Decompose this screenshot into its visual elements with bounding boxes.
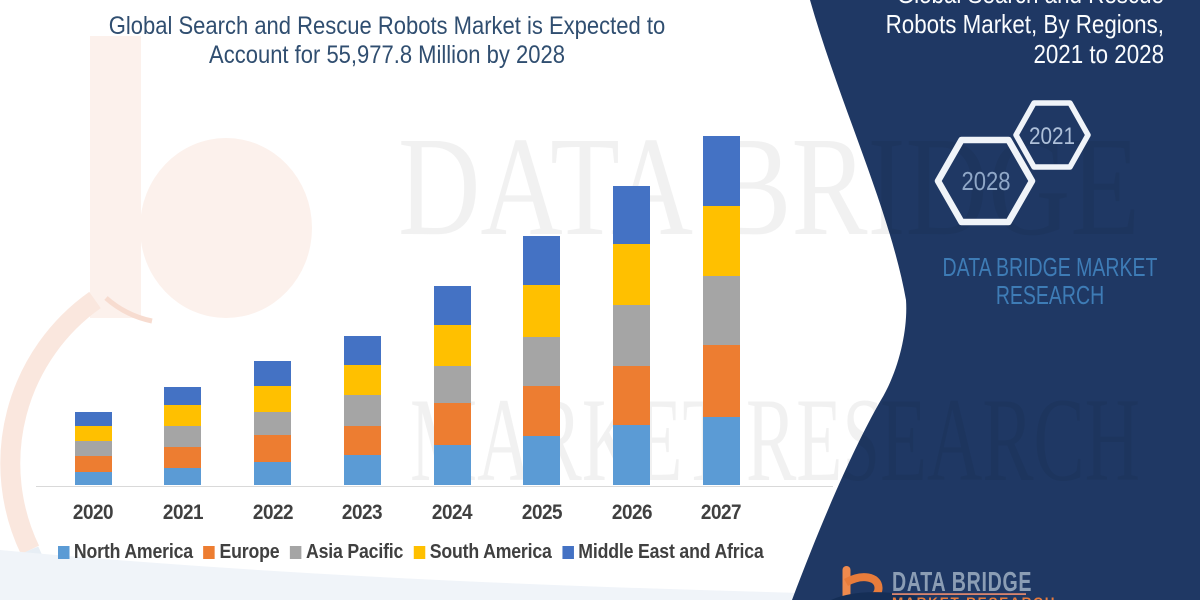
svg-text:2028: 2028 [962, 166, 1011, 196]
svg-text:2021: 2021 [1029, 123, 1075, 150]
